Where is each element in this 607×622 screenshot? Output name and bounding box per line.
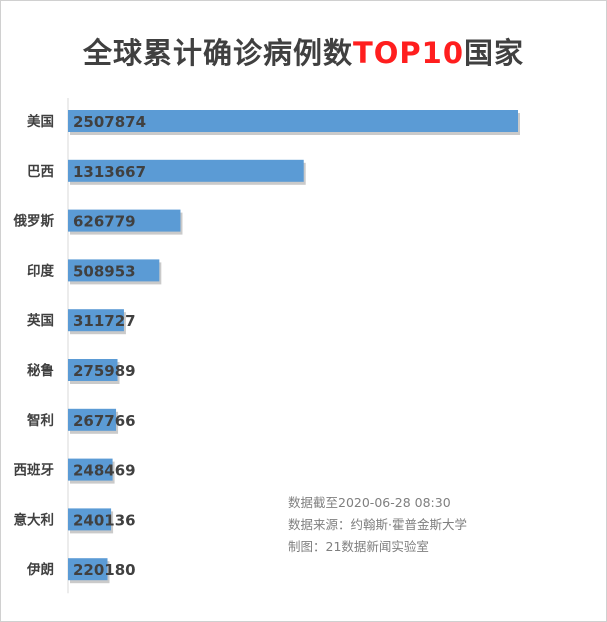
category-label-3: 印度 — [27, 262, 54, 279]
bar-8 — [68, 508, 112, 531]
category-label-6: 智利 — [27, 412, 54, 429]
bar-6 — [68, 408, 117, 431]
bar-5 — [68, 359, 118, 381]
category-label-8: 意大利 — [14, 511, 55, 528]
category-label-0: 美国 — [27, 113, 54, 130]
bar-0 — [68, 110, 518, 132]
value-label-5: 275989 — [73, 362, 136, 380]
category-label-5: 秘鲁 — [27, 362, 54, 379]
bar-1 — [68, 159, 304, 182]
value-label-3: 508953 — [73, 262, 136, 280]
chart-title-main: 全球累计确诊病例数 — [82, 36, 353, 70]
bar-9 — [68, 558, 108, 581]
value-label-6: 267766 — [73, 412, 136, 430]
source-origin: 数据来源：约翰斯·霍普金斯大学 — [288, 517, 467, 532]
bar-7 — [68, 458, 113, 481]
category-label-7: 西班牙 — [14, 462, 55, 479]
bar-3 — [68, 259, 160, 282]
chart-title-suffix: 国家 — [464, 36, 525, 70]
category-label-1: 巴西 — [27, 164, 54, 180]
value-label-7: 248469 — [73, 462, 136, 480]
category-label-2: 俄罗斯 — [13, 213, 55, 230]
value-label-2: 626779 — [73, 213, 136, 231]
source-date: 数据截至2020-06-28 08:30 — [288, 495, 451, 510]
category-label-4: 英国 — [26, 312, 54, 329]
chart-title: 全球累计确诊病例数TOP10国家 — [0, 30, 607, 72]
bar-2 — [68, 209, 181, 232]
source-note: 数据截至2020-06-28 08:30 数据来源：约翰斯·霍普金斯大学 制图：… — [288, 492, 467, 558]
value-label-8: 240136 — [73, 511, 136, 529]
bar-4 — [68, 309, 124, 332]
value-label-4: 311727 — [73, 312, 136, 330]
value-label-9: 220180 — [73, 561, 136, 579]
value-label-1: 1313667 — [73, 163, 146, 181]
source-credit: 制图：21数据新闻实验室 — [288, 539, 429, 554]
chart-title-accent: TOP10 — [352, 36, 465, 70]
category-label-9: 伊朗 — [26, 561, 54, 578]
value-label-0: 2507874 — [73, 113, 146, 131]
